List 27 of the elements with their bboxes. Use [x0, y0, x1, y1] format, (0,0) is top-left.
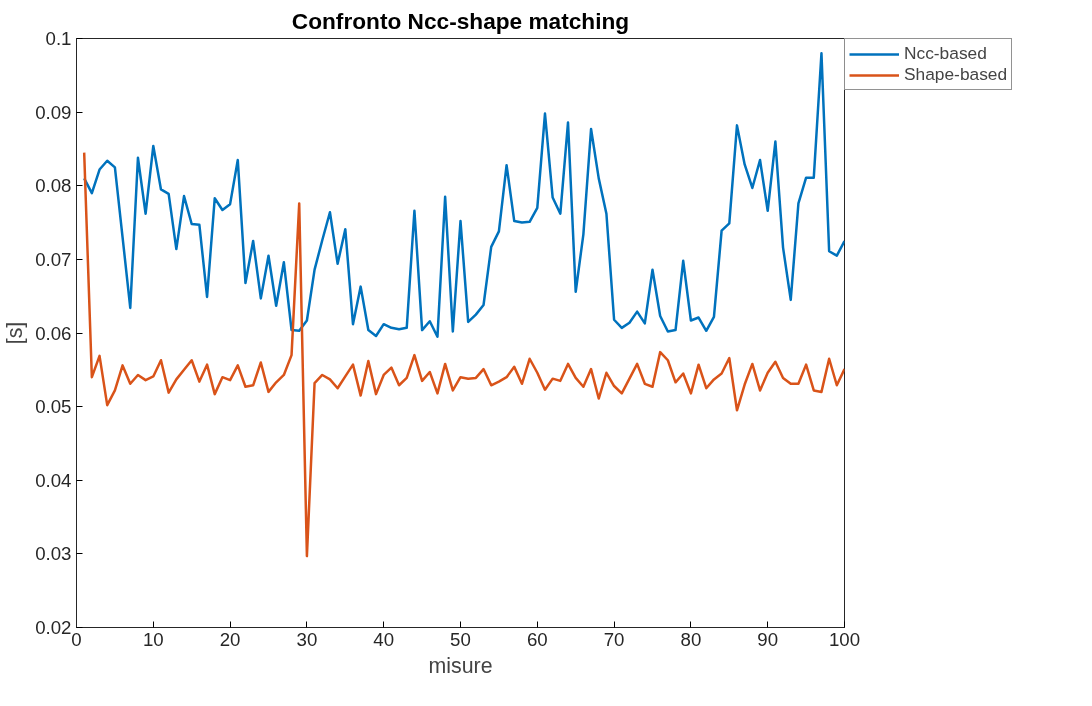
y-tick-label: 0.03: [35, 543, 72, 565]
x-tick-label: 50: [450, 628, 471, 650]
x-axis-title: misure: [428, 653, 493, 678]
x-tick-label: 10: [142, 628, 164, 650]
x-tick-label: 60: [526, 628, 548, 650]
x-tick-label: 90: [757, 628, 779, 650]
legend-label: Ncc-based: [904, 43, 987, 64]
x-tick-label: 80: [680, 628, 702, 650]
y-tick-label: 0.06: [35, 322, 72, 344]
y-tick-label: 0.05: [35, 396, 72, 418]
y-tick-label: 0.09: [35, 101, 72, 123]
x-tick-label: 0: [71, 628, 82, 650]
y-tick-label: 0.07: [35, 248, 72, 270]
line-series: [82, 51, 845, 338]
y-tick-label: 0.02: [35, 617, 72, 638]
y-tick-label: 0.1: [45, 28, 72, 49]
x-tick-label: 30: [296, 628, 318, 650]
y-tick-label: 0.04: [35, 469, 72, 491]
x-tick-label: 20: [219, 628, 241, 650]
y-tick-label: 0.08: [35, 175, 72, 197]
x-tick-label: 100: [828, 628, 861, 650]
y-axis-title: [s]: [3, 321, 28, 345]
legend-label: Shape-based: [904, 64, 1008, 85]
chart-title: Confronto Ncc-shape matching: [291, 7, 630, 34]
x-tick-label: 70: [603, 628, 625, 650]
line-series: [82, 151, 845, 558]
x-tick-label: 40: [373, 628, 395, 650]
